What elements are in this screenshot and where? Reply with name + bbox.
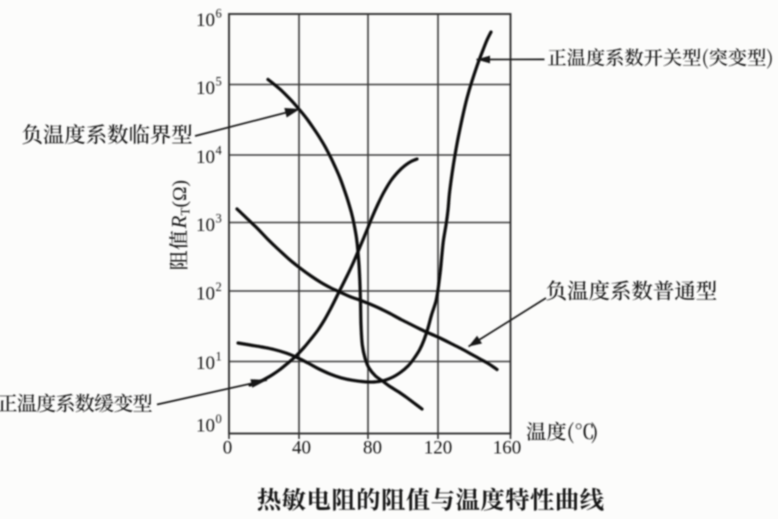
svg-text:10: 10 bbox=[196, 353, 215, 374]
svg-text:10: 10 bbox=[196, 416, 215, 437]
svg-text:120: 120 bbox=[424, 438, 453, 459]
svg-text:4: 4 bbox=[216, 144, 223, 158]
svg-text:6: 6 bbox=[216, 7, 222, 21]
svg-text:10: 10 bbox=[196, 215, 215, 236]
svg-text:1: 1 bbox=[216, 349, 222, 363]
svg-text:80: 80 bbox=[363, 438, 382, 459]
svg-text:(Ω): (Ω) bbox=[170, 180, 191, 207]
svg-text:10: 10 bbox=[196, 283, 215, 304]
svg-text:10: 10 bbox=[196, 147, 215, 168]
svg-text:10: 10 bbox=[196, 10, 215, 31]
svg-text:40: 40 bbox=[292, 438, 311, 459]
svg-text:2: 2 bbox=[216, 280, 222, 294]
svg-text:T: T bbox=[178, 208, 193, 216]
svg-text:10: 10 bbox=[196, 78, 215, 99]
svg-text:5: 5 bbox=[216, 75, 222, 89]
svg-text:3: 3 bbox=[216, 212, 222, 226]
svg-text:0: 0 bbox=[223, 438, 233, 459]
svg-text:0: 0 bbox=[216, 412, 222, 426]
svg-text:160: 160 bbox=[493, 438, 522, 459]
svg-text:R: R bbox=[167, 216, 191, 230]
